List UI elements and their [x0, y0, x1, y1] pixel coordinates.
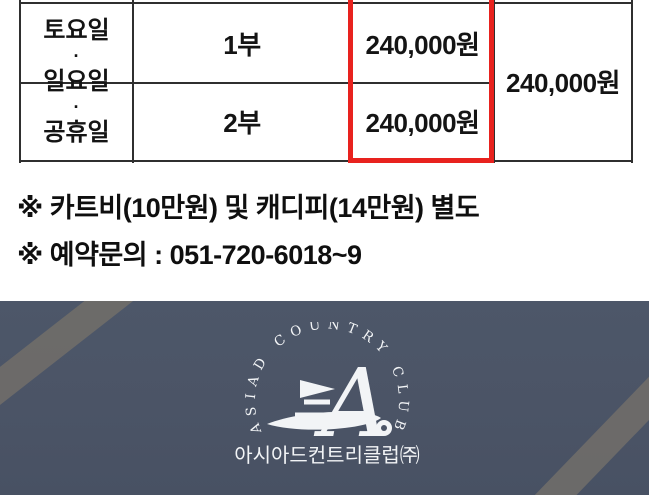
- session-cell-part2: 2부: [223, 108, 261, 138]
- price-table: 토요일 · 일요일 · 공휴일 1부 2부 240,000원 240,000원 …: [19, 0, 633, 163]
- table-divider-col3: [493, 0, 495, 163]
- day-group-cell: 토요일 · 일요일 · 공휴일: [21, 4, 132, 159]
- price-cell-part1: 240,000원: [365, 29, 480, 60]
- footer-banner: ASIAD COUNTRY CLUB A 아시아드컨트리클럽㈜: [0, 301, 649, 495]
- table-border-bottom: [19, 160, 633, 162]
- session-cell-part1: 1부: [223, 29, 261, 60]
- table-border-left: [19, 0, 21, 163]
- price-cell-merged: 240,000원: [506, 68, 620, 98]
- table-border-right: [631, 0, 633, 163]
- note-cart-caddie-fee: ※ 카트비(10만원) 및 캐디피(14만원) 별도: [17, 193, 480, 223]
- club-logo: ASIAD COUNTRY CLUB A 아시아드컨트리클럽㈜: [234, 322, 420, 467]
- table-border-top: [19, 2, 633, 4]
- banner-stripe-bottom-right: [488, 327, 649, 495]
- price-cell-part2: 240,000원: [365, 108, 480, 138]
- banner-stripe-top-left: [0, 301, 183, 448]
- table-row-divider: [19, 82, 495, 84]
- day-label-saturday: 토요일: [43, 17, 110, 44]
- monogram-a-golf-flag-icon: A: [267, 349, 392, 459]
- table-divider-col1: [132, 0, 134, 163]
- day-separator-dot: ·: [73, 46, 80, 66]
- company-name-text: 아시아드컨트리클럽㈜: [234, 444, 420, 467]
- day-separator-dot: ·: [73, 97, 80, 117]
- svg-text:A: A: [313, 349, 390, 459]
- note-reservation-phone: ※ 예약문의 : 051-720-6018~9: [17, 240, 362, 270]
- day-label-holiday: 공휴일: [43, 119, 110, 146]
- day-label-sunday: 일요일: [43, 68, 110, 95]
